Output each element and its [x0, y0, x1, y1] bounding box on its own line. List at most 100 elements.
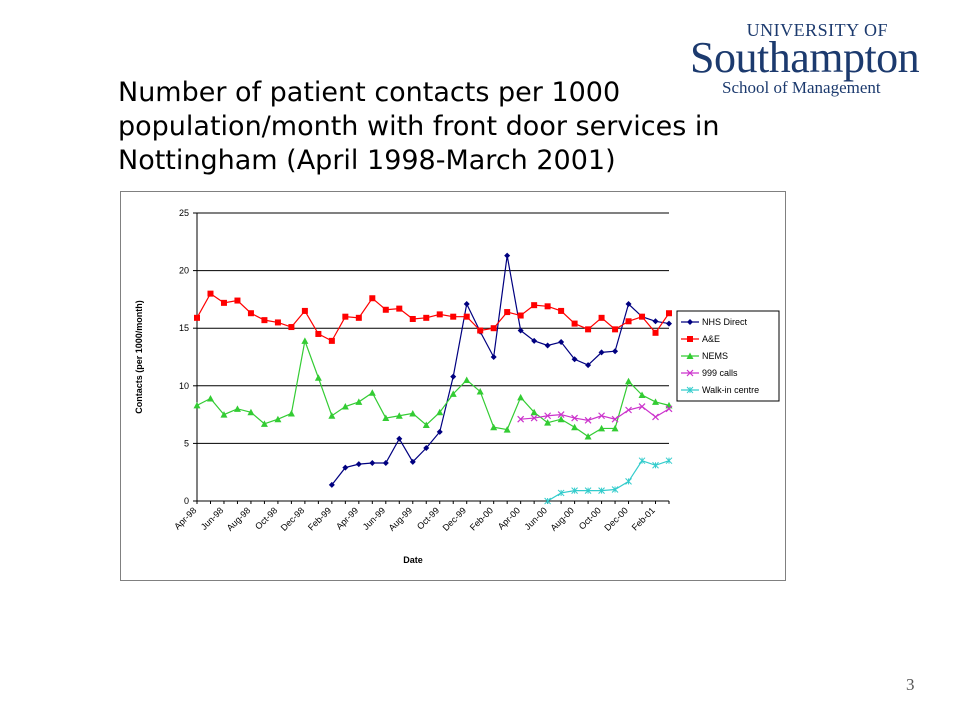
data-point — [612, 326, 619, 333]
legend-marker — [686, 369, 694, 377]
data-point — [274, 319, 281, 326]
series-a-e — [194, 290, 672, 344]
data-point — [598, 349, 605, 356]
data-point — [665, 457, 673, 465]
data-point — [557, 489, 565, 497]
slide-title-line: Number of patient contacts per 1000 — [118, 77, 621, 108]
data-point — [652, 413, 659, 421]
data-point — [558, 339, 565, 346]
data-point — [598, 424, 606, 432]
legend-item: A&E — [681, 334, 720, 344]
y-tick-label: 20 — [179, 266, 189, 276]
marker-stroke — [665, 405, 673, 413]
data-point — [585, 362, 592, 369]
data-point — [652, 318, 659, 325]
legend: NHS Direct A&E NEMS 999 calls Walk-in centre — [676, 310, 780, 402]
x-tick-label: Dec-98 — [279, 505, 307, 533]
data-point — [638, 391, 646, 399]
data-point — [598, 314, 605, 321]
x-tick-label: Jun-99 — [361, 505, 388, 532]
data-point — [544, 497, 551, 505]
data-point — [517, 415, 525, 423]
data-point — [665, 405, 673, 413]
marker-stroke — [584, 416, 592, 424]
x-tick-label: Feb-99 — [306, 505, 333, 532]
data-point — [544, 303, 551, 310]
x-axis-title: Date — [403, 555, 423, 565]
data-point — [274, 415, 282, 423]
slide-title: Number of patient contacts per 1000 popu… — [118, 76, 758, 178]
data-point — [247, 408, 255, 416]
logo-line-university: UNIVERSITY OF — [746, 20, 888, 40]
data-point — [544, 412, 552, 420]
data-point — [382, 306, 389, 313]
y-tick-label: 15 — [179, 323, 189, 333]
legend-label: NHS Direct — [702, 317, 748, 327]
data-point — [612, 348, 619, 355]
data-point — [355, 314, 362, 321]
data-point — [193, 401, 201, 409]
data-point — [395, 412, 403, 419]
data-point — [220, 411, 228, 418]
series-walk-in-centre — [544, 457, 673, 505]
data-point — [261, 317, 268, 324]
marker-stroke — [686, 369, 694, 377]
data-point — [530, 408, 538, 416]
legend-item: NHS Direct — [681, 317, 748, 327]
marker-stroke — [638, 403, 646, 410]
series-line — [547, 459, 670, 502]
data-point — [463, 313, 470, 320]
x-tick-label: Jun-00 — [523, 505, 550, 532]
data-point — [504, 309, 511, 316]
data-point — [436, 428, 443, 435]
data-point — [558, 307, 565, 314]
data-point — [611, 486, 619, 493]
x-tick-label: Apr-98 — [172, 505, 198, 531]
x-tick-label: Feb-00 — [468, 505, 495, 532]
y-tick-label: 0 — [184, 496, 189, 506]
legend-item: Walk-in centre — [681, 385, 759, 395]
data-point — [639, 313, 646, 320]
data-point — [517, 327, 524, 334]
data-point — [517, 312, 524, 319]
data-point — [342, 464, 349, 471]
x-tick-label: Dec-00 — [602, 505, 630, 533]
data-point — [368, 389, 376, 396]
data-point — [652, 329, 659, 336]
series-line — [196, 292, 670, 342]
data-point — [355, 398, 363, 405]
data-point — [585, 326, 592, 333]
data-point — [422, 421, 430, 428]
data-point — [450, 373, 457, 380]
data-point — [571, 487, 578, 494]
data-point — [530, 414, 538, 422]
legend-marker — [686, 352, 694, 359]
data-point — [625, 478, 632, 485]
data-point — [611, 424, 619, 432]
data-point — [436, 408, 444, 416]
data-point — [598, 412, 605, 420]
data-point — [423, 314, 430, 321]
data-point — [638, 457, 646, 465]
legend-label: 999 calls — [702, 368, 738, 378]
marker-stroke — [571, 414, 579, 422]
marker-stroke — [517, 415, 525, 423]
data-point — [490, 354, 497, 360]
data-point — [557, 415, 565, 423]
data-point — [625, 318, 632, 325]
data-point — [625, 377, 633, 385]
logo-line-school: School of Management — [722, 78, 881, 97]
x-tick-label: Oct-99 — [415, 505, 441, 531]
x-tick-label: Apr-99 — [334, 505, 360, 531]
data-point — [328, 412, 336, 419]
y-tick-label: 10 — [179, 381, 189, 391]
x-tick-label: Dec-99 — [441, 505, 469, 533]
x-tick-label: Jun-98 — [199, 505, 226, 532]
x-tick-label: Oct-00 — [577, 505, 603, 531]
page-number: 3 — [906, 675, 915, 694]
data-point — [638, 403, 646, 410]
university-logo: UNIVERSITY OF Southampton School of Mana… — [690, 20, 930, 100]
data-point — [544, 419, 552, 426]
x-tick-label: Feb-01 — [630, 505, 657, 532]
data-point — [463, 301, 470, 308]
